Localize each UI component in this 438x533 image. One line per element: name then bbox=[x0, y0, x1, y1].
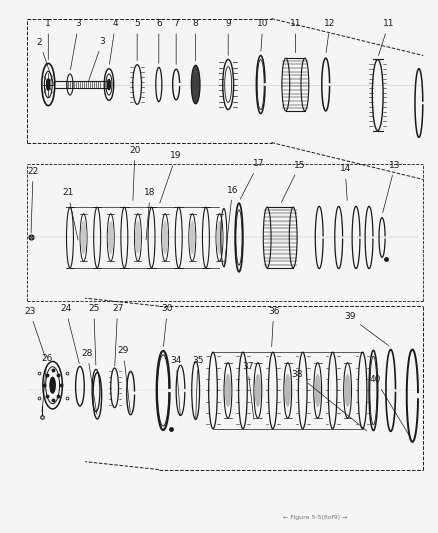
Text: 16: 16 bbox=[224, 185, 238, 268]
Text: 23: 23 bbox=[24, 307, 45, 357]
Ellipse shape bbox=[107, 79, 110, 90]
Text: 26: 26 bbox=[41, 354, 53, 411]
Ellipse shape bbox=[224, 374, 231, 407]
Ellipse shape bbox=[191, 65, 200, 104]
Text: 11: 11 bbox=[289, 19, 300, 53]
Text: 37: 37 bbox=[241, 362, 253, 419]
Text: 34: 34 bbox=[170, 356, 181, 415]
Text: 4: 4 bbox=[109, 19, 118, 64]
Text: 8: 8 bbox=[192, 19, 198, 61]
Text: 40: 40 bbox=[369, 375, 410, 438]
Ellipse shape bbox=[343, 374, 350, 407]
Text: ← Figure 5-5(8of9) →: ← Figure 5-5(8of9) → bbox=[282, 514, 346, 520]
Text: 2: 2 bbox=[37, 38, 54, 85]
Text: 11: 11 bbox=[378, 19, 393, 55]
Text: 39: 39 bbox=[343, 312, 388, 345]
Text: 9: 9 bbox=[225, 19, 230, 55]
Ellipse shape bbox=[80, 221, 86, 254]
Text: 36: 36 bbox=[267, 307, 279, 346]
Text: 19: 19 bbox=[159, 151, 181, 203]
Ellipse shape bbox=[254, 374, 261, 407]
Text: 22: 22 bbox=[28, 167, 39, 233]
Text: 17: 17 bbox=[240, 159, 264, 199]
Ellipse shape bbox=[134, 221, 141, 254]
Text: 14: 14 bbox=[339, 164, 350, 200]
Ellipse shape bbox=[284, 374, 290, 407]
Ellipse shape bbox=[107, 221, 113, 254]
Text: 27: 27 bbox=[112, 304, 123, 366]
Ellipse shape bbox=[314, 374, 320, 407]
Text: 25: 25 bbox=[88, 304, 99, 365]
Text: 21: 21 bbox=[62, 188, 78, 240]
Text: 6: 6 bbox=[155, 19, 161, 63]
Text: 3: 3 bbox=[70, 19, 81, 70]
Text: 29: 29 bbox=[117, 346, 130, 412]
Text: 28: 28 bbox=[81, 349, 97, 414]
Ellipse shape bbox=[189, 221, 195, 254]
Text: 10: 10 bbox=[257, 19, 268, 51]
Text: 38: 38 bbox=[291, 370, 366, 431]
Text: 18: 18 bbox=[144, 188, 155, 240]
Text: 7: 7 bbox=[173, 19, 179, 64]
Text: 35: 35 bbox=[192, 356, 203, 418]
Ellipse shape bbox=[162, 221, 168, 254]
Text: 15: 15 bbox=[281, 161, 305, 203]
Ellipse shape bbox=[50, 377, 55, 393]
Text: 12: 12 bbox=[324, 19, 335, 53]
Text: 1: 1 bbox=[45, 19, 51, 60]
Text: 24: 24 bbox=[60, 304, 79, 364]
Text: 30: 30 bbox=[161, 304, 173, 346]
Text: 13: 13 bbox=[382, 161, 400, 213]
Text: 3: 3 bbox=[88, 37, 105, 82]
Text: 20: 20 bbox=[129, 146, 140, 200]
Text: 5: 5 bbox=[134, 19, 140, 61]
Ellipse shape bbox=[216, 221, 222, 254]
Ellipse shape bbox=[46, 79, 50, 90]
